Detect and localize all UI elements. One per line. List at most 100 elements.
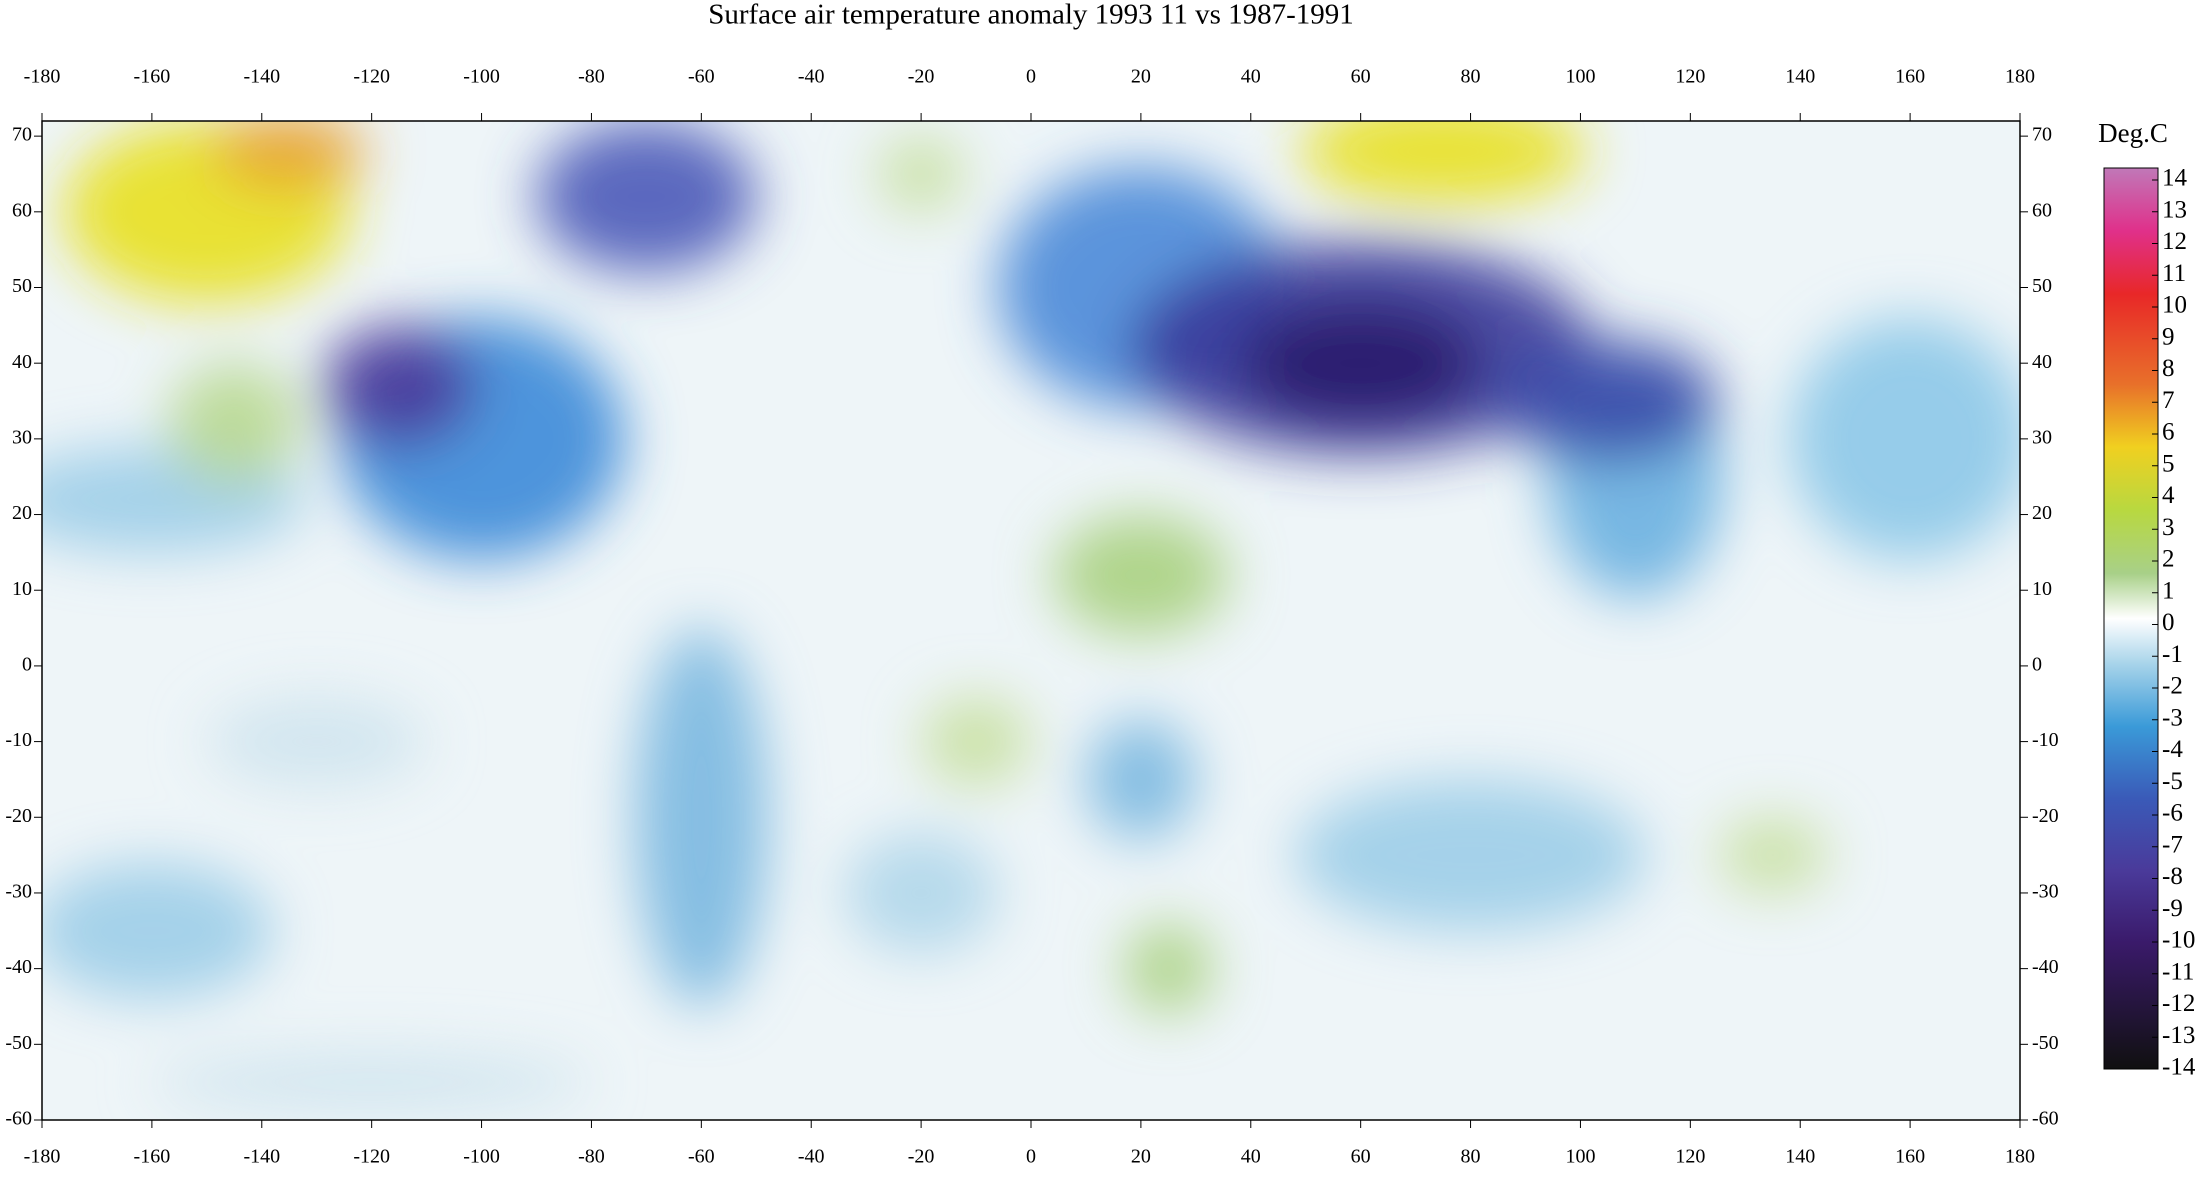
lon-tick-label: 100 bbox=[1565, 1146, 1595, 1168]
colorbar-tick-label: -1 bbox=[2162, 641, 2183, 668]
lat-tick-label: -60 bbox=[2032, 1108, 2059, 1130]
lon-tick-label: 120 bbox=[1675, 1146, 1705, 1168]
colorbar-tick-label: 9 bbox=[2162, 323, 2175, 350]
colorbar-tick-label: -13 bbox=[2162, 1022, 2195, 1049]
lon-tick-label: -20 bbox=[908, 1146, 935, 1168]
lon-tick-label: -140 bbox=[243, 1146, 280, 1168]
lat-tick-label: 0 bbox=[2032, 654, 2042, 676]
lat-tick-label: 40 bbox=[12, 351, 32, 373]
colorbar-tick-label: 1 bbox=[2162, 577, 2175, 604]
lat-tick-label: 20 bbox=[2032, 502, 2052, 524]
lon-tick-label: 120 bbox=[1675, 66, 1705, 88]
lat-tick-label: 20 bbox=[12, 502, 32, 524]
colorbar-tick-label: 11 bbox=[2162, 260, 2186, 287]
colorbar-tick-label: 14 bbox=[2162, 165, 2188, 192]
colorbar-tick-label: 0 bbox=[2162, 609, 2175, 636]
lat-tick-label: -10 bbox=[5, 729, 32, 751]
lon-tick-label: 0 bbox=[1026, 66, 1036, 88]
anomaly-blob bbox=[1789, 317, 2020, 560]
anomaly-blob bbox=[1124, 923, 1213, 1015]
lon-tick-label: 180 bbox=[2005, 1146, 2035, 1168]
lon-tick-label: 140 bbox=[1785, 1146, 1815, 1168]
colorbar-tick-label: -12 bbox=[2162, 990, 2195, 1017]
lat-tick-label: -20 bbox=[5, 805, 32, 827]
lon-tick-label: -100 bbox=[463, 66, 500, 88]
colorbar-tick-label: 10 bbox=[2162, 292, 2187, 319]
lon-tick-label: 160 bbox=[1895, 1146, 1925, 1168]
lat-tick-label: -50 bbox=[2032, 1032, 2059, 1054]
colorbar-tick-label: 6 bbox=[2162, 419, 2175, 446]
colorbar-tick-label: -2 bbox=[2162, 673, 2183, 700]
lat-tick-label: 60 bbox=[2032, 199, 2052, 221]
anomaly-blob bbox=[1085, 718, 1196, 840]
anomaly-blob bbox=[206, 696, 427, 787]
lat-tick-label: -60 bbox=[5, 1108, 32, 1130]
lon-tick-label: 60 bbox=[1351, 66, 1371, 88]
anomaly-blob bbox=[151, 1051, 592, 1113]
lon-tick-label: -40 bbox=[798, 1146, 825, 1168]
lat-tick-label: 10 bbox=[2032, 578, 2052, 600]
lon-tick-label: -80 bbox=[578, 1146, 605, 1168]
anomaly-blob bbox=[1239, 302, 1482, 424]
lat-tick-label: 50 bbox=[2032, 275, 2052, 297]
colorbar-tick-label: -8 bbox=[2162, 863, 2183, 890]
lon-tick-label: -60 bbox=[688, 66, 715, 88]
anomaly-blob bbox=[1052, 514, 1229, 636]
lat-tick-label: -40 bbox=[2032, 956, 2059, 978]
anomaly-blob bbox=[1717, 817, 1828, 893]
lon-tick-label: 20 bbox=[1131, 1146, 1151, 1168]
lon-tick-label: 140 bbox=[1785, 66, 1815, 88]
lat-tick-label: -30 bbox=[2032, 881, 2059, 903]
lon-tick-label: 80 bbox=[1461, 1146, 1481, 1168]
lon-tick-label: 40 bbox=[1241, 66, 1261, 88]
colorbar-tick-label: 3 bbox=[2162, 514, 2175, 541]
lon-tick-label: 0 bbox=[1026, 1146, 1036, 1168]
lon-tick-label: 180 bbox=[2005, 66, 2035, 88]
anomaly-blob bbox=[635, 628, 768, 1007]
lat-tick-label: 50 bbox=[12, 275, 32, 297]
colorbar-tick-label: -10 bbox=[2162, 927, 2195, 954]
lon-tick-label: -100 bbox=[463, 1146, 500, 1168]
colorbar-tick-label: -7 bbox=[2162, 831, 2183, 858]
lon-tick-label: -120 bbox=[353, 66, 390, 88]
anomaly-blob bbox=[1498, 340, 1718, 462]
colorbar-tick-label: 8 bbox=[2162, 355, 2175, 382]
colorbar-tick-label: -3 bbox=[2162, 704, 2183, 731]
map-title: Surface air temperature anomaly 1993 11 … bbox=[708, 0, 1354, 31]
colorbar-tick-label: -5 bbox=[2162, 768, 2183, 795]
lon-tick-label: 60 bbox=[1351, 1146, 1371, 1168]
lat-tick-label: -40 bbox=[5, 956, 32, 978]
lon-tick-label: -160 bbox=[134, 1146, 171, 1168]
lon-tick-label: 20 bbox=[1131, 66, 1151, 88]
lat-tick-label: -50 bbox=[5, 1032, 32, 1054]
lat-tick-label: 30 bbox=[12, 426, 32, 448]
anomaly-blob bbox=[844, 832, 999, 954]
colorbar bbox=[2103, 167, 2159, 1070]
lon-tick-label: -140 bbox=[243, 66, 280, 88]
lon-tick-label: -60 bbox=[688, 1146, 715, 1168]
anomaly-blob bbox=[42, 862, 273, 999]
anomaly-blob bbox=[1294, 779, 1647, 931]
colorbar-tick-label: -4 bbox=[2162, 736, 2183, 763]
colorbar-tick-label: 13 bbox=[2162, 196, 2187, 223]
colorbar-tick-label: -6 bbox=[2162, 800, 2183, 827]
lat-tick-label: 0 bbox=[22, 654, 32, 676]
lon-tick-label: 100 bbox=[1565, 66, 1595, 88]
lon-tick-label: -180 bbox=[24, 66, 61, 88]
colorbar-tick-label: 4 bbox=[2162, 482, 2175, 509]
lat-tick-label: -10 bbox=[2032, 729, 2059, 751]
colorbar-tick-label: -14 bbox=[2162, 1054, 2196, 1081]
anomaly-blob bbox=[168, 363, 301, 485]
lon-tick-label: -80 bbox=[578, 66, 605, 88]
anomaly-field bbox=[42, 121, 2020, 1120]
lon-tick-label: -160 bbox=[134, 66, 171, 88]
anomaly-blob bbox=[921, 696, 1031, 787]
lon-tick-label: 80 bbox=[1461, 66, 1481, 88]
colorbar-tick-label: 12 bbox=[2162, 228, 2187, 255]
lon-tick-label: -180 bbox=[24, 1146, 61, 1168]
colorbar-tick-label: 2 bbox=[2162, 546, 2175, 573]
lon-tick-label: -120 bbox=[353, 1146, 390, 1168]
anomaly-blob bbox=[1300, 121, 1586, 205]
lat-tick-label: -20 bbox=[2032, 805, 2059, 827]
